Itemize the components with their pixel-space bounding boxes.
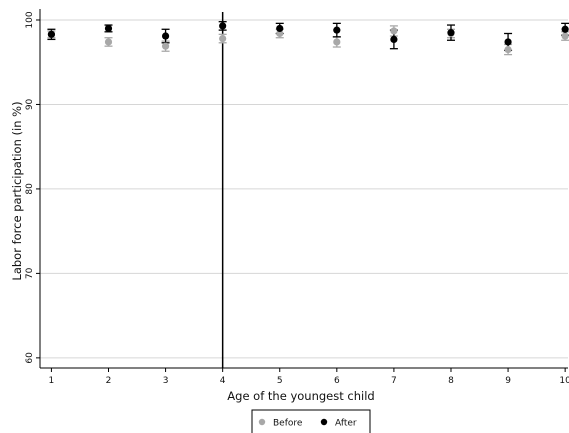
x-tick-label-9: 9: [505, 376, 511, 386]
point-after-8: [447, 29, 455, 37]
point-after-2: [104, 24, 113, 33]
gridlines: [40, 19, 568, 359]
point-before-9: [504, 45, 512, 54]
point-after-6: [333, 26, 341, 34]
x-tick-label-10: 10: [559, 376, 569, 386]
tick-labels: 60 70 80 90 100 1 2 3 4 5 6 7 8 9 10: [25, 11, 569, 386]
point-after-10: [561, 25, 569, 33]
data-points: [47, 22, 569, 54]
legend-box: [251, 409, 371, 433]
point-after-5: [276, 24, 284, 33]
error-bars: [47, 21, 569, 56]
point-before-4: [219, 34, 227, 43]
point-after-7: [390, 35, 398, 44]
x-tick-label-5: 5: [277, 376, 283, 386]
legend-marker-after: [320, 418, 328, 426]
legend: Before After: [251, 409, 371, 433]
x-tick-label-2: 2: [106, 376, 112, 386]
point-before-2: [104, 38, 113, 46]
legend-label-after: After: [335, 419, 357, 429]
point-after-1: [47, 30, 56, 38]
point-before-10: [561, 32, 569, 40]
y-tick-label-90: 90: [25, 98, 35, 110]
point-before-7: [390, 27, 398, 35]
x-tick-label-7: 7: [391, 376, 397, 386]
legend-marker-before: [258, 418, 266, 426]
point-after-9: [504, 38, 512, 46]
y-tick-label-100: 100: [25, 11, 35, 28]
point-after-4: [219, 22, 227, 30]
point-before-5: [276, 29, 284, 38]
x-tick-label-6: 6: [334, 376, 340, 386]
x-tick-label-8: 8: [448, 376, 454, 386]
y-tick-label-80: 80: [25, 183, 35, 195]
point-after-3: [161, 32, 170, 40]
y-tick-label-70: 70: [25, 267, 35, 279]
y-tick-label-60: 60: [25, 352, 35, 364]
x-axis-title: Age of the youngest child: [227, 389, 374, 403]
axes: [36, 9, 568, 372]
point-before-3: [161, 42, 170, 50]
point-before-6: [333, 38, 341, 46]
legend-label-before: Before: [273, 419, 303, 429]
y-axis-title: Labor force participation (in %): [10, 101, 24, 280]
x-tick-label-1: 1: [49, 376, 55, 386]
x-tick-label-3: 3: [163, 376, 169, 386]
x-tick-label-4: 4: [220, 376, 226, 386]
